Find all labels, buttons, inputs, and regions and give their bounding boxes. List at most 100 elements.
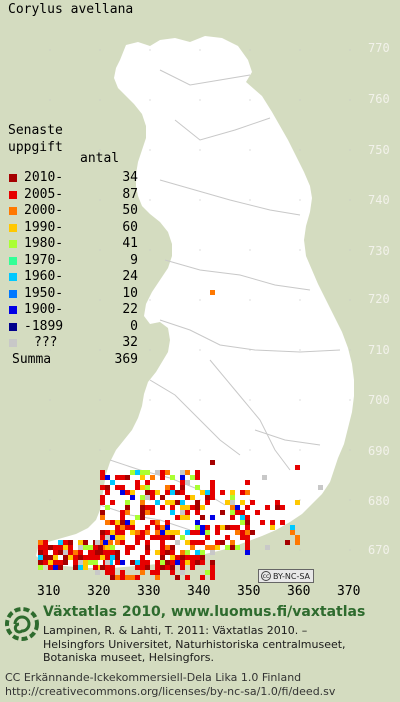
- occurrence-square: [155, 535, 160, 540]
- occurrence-square: [230, 540, 235, 545]
- occurrence-square: [125, 545, 130, 550]
- cc-by-nc-sa-badge[interactable]: cc BY-NC-SA: [258, 569, 314, 583]
- occurrence-square: [125, 505, 130, 510]
- occurrence-square: [165, 500, 170, 505]
- grid-dot: [349, 549, 351, 551]
- occurrence-square: [220, 540, 225, 545]
- occurrence-square: [115, 560, 120, 565]
- occurrence-square: [225, 545, 230, 550]
- occurrence-square: [210, 565, 215, 570]
- occurrence-square: [160, 565, 165, 570]
- y-tick: 720: [368, 292, 390, 306]
- occurrence-square: [220, 510, 225, 515]
- grid-dot: [249, 149, 251, 151]
- grid-dot: [99, 49, 101, 51]
- occurrence-square: [165, 525, 170, 530]
- occurrence-square: [190, 540, 195, 545]
- occurrence-square: [180, 505, 185, 510]
- occurrence-square: [110, 545, 115, 550]
- grid-dot: [299, 199, 301, 201]
- grid-dot: [299, 349, 301, 351]
- grid-dot: [99, 449, 101, 451]
- occurrence-square: [210, 550, 215, 555]
- occurrence-square: [165, 545, 170, 550]
- grid-dot: [299, 149, 301, 151]
- occurrence-square: [200, 525, 205, 530]
- occurrence-square: [155, 575, 160, 580]
- grid-dot: [199, 249, 201, 251]
- occurrence-square: [180, 565, 185, 570]
- occurrence-square: [190, 505, 195, 510]
- legend-row-label: 1950-: [24, 285, 64, 301]
- occurrence-square: [225, 535, 230, 540]
- occurrence-square: [110, 565, 115, 570]
- legend-row-label: 2005-: [24, 186, 64, 202]
- occurrence-square: [235, 505, 240, 510]
- occurrence-square: [58, 565, 63, 570]
- occurrence-square: [130, 490, 135, 495]
- license-line: CC Erkännande-Ickekommersiell-Dela Lika …: [5, 671, 302, 684]
- occurrence-square: [140, 570, 145, 575]
- occurrence-square: [255, 510, 260, 515]
- occurrence-square: [240, 520, 245, 525]
- x-tick: 330: [137, 584, 161, 599]
- grid-dot: [49, 299, 51, 301]
- occurrence-square: [58, 545, 63, 550]
- occurrence-square: [93, 545, 98, 550]
- occurrence-square: [110, 555, 115, 560]
- occurrence-square: [160, 540, 165, 545]
- occurrence-square: [280, 505, 285, 510]
- x-tick: 350: [237, 584, 261, 599]
- occurrence-square: [145, 490, 150, 495]
- occurrence-square: [180, 515, 185, 520]
- occurrence-square: [210, 570, 215, 575]
- license-line[interactable]: http://creativecommons.org/licenses/by-n…: [5, 685, 400, 699]
- occurrence-square: [195, 505, 200, 510]
- grid-dot: [149, 449, 151, 451]
- occurrence-square: [38, 555, 43, 560]
- grid-dot: [249, 199, 251, 201]
- occurrence-square: [53, 560, 58, 565]
- occurrence-square: [53, 555, 58, 560]
- y-tick: 740: [368, 193, 390, 207]
- occurrence-square: [78, 540, 83, 545]
- occurrence-square: [215, 525, 220, 530]
- occurrence-square: [160, 560, 165, 565]
- occurrence-square: [245, 480, 250, 485]
- y-tick: 750: [368, 143, 390, 157]
- occurrence-square: [68, 550, 73, 555]
- legend-row-label: 1900-: [24, 302, 64, 317]
- occurrence-square: [170, 535, 175, 540]
- y-tick: 670: [368, 543, 390, 557]
- occurrence-square: [180, 535, 185, 540]
- occurrence-square: [105, 530, 110, 535]
- occurrence-square: [140, 555, 145, 560]
- occurrence-square: [100, 510, 105, 515]
- occurrence-square: [265, 545, 270, 550]
- occurrence-square: [105, 550, 110, 555]
- occurrence-square: [230, 525, 235, 530]
- occurrence-square: [180, 550, 185, 555]
- occurrence-square: [38, 540, 43, 545]
- occurrence-square: [83, 560, 88, 565]
- occurrence-square: [120, 530, 125, 535]
- license-link[interactable]: http://creativecommons.org/licenses/by-n…: [5, 685, 336, 698]
- occurrence-square: [285, 540, 290, 545]
- occurrence-square: [115, 520, 120, 525]
- occurrence-square: [155, 565, 160, 570]
- occurrence-square: [135, 530, 140, 535]
- y-tick: 690: [368, 444, 390, 458]
- occurrence-square: [175, 555, 180, 560]
- occurrence-square: [260, 520, 265, 525]
- occurrence-square: [185, 480, 190, 485]
- legend-row: 1970- 9: [8, 253, 138, 270]
- occurrence-square: [210, 480, 215, 485]
- occurrence-square: [43, 560, 48, 565]
- occurrence-square: [105, 545, 110, 550]
- y-tick: 710: [368, 343, 390, 357]
- occurrence-square: [115, 535, 120, 540]
- occurrence-square: [145, 525, 150, 530]
- occurrence-square: [63, 560, 68, 565]
- occurrence-square: [220, 525, 225, 530]
- grid-dot: [149, 49, 151, 51]
